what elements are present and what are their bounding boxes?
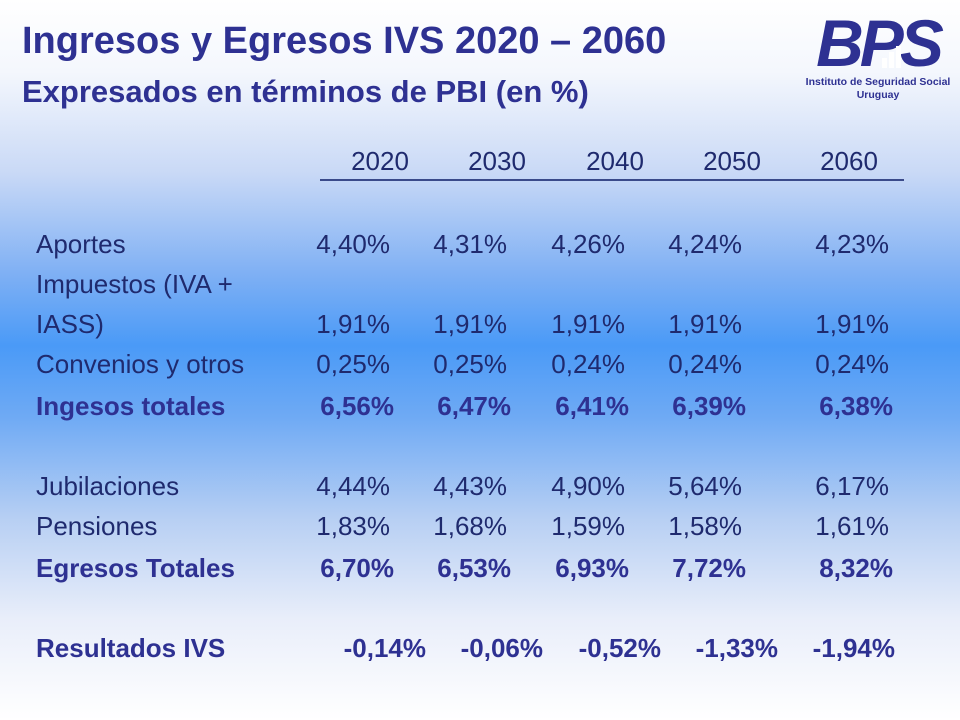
row-label-pensiones: Pensiones [36,511,158,541]
table-cell: 7,72% [672,553,746,583]
table-cell: 6,41% [555,391,629,421]
table-cell: 6,53% [437,553,511,583]
row-label-impuestos-line1: Impuestos (IVA + [36,269,233,299]
table-cell: 4,26% [551,229,625,259]
table-cell: 0,24% [815,349,889,379]
table-cell: -1,94% [812,633,895,663]
table-cell: 1,91% [815,309,889,339]
header-divider [320,179,904,181]
table-cell: -0,14% [343,633,426,663]
table-cell: 1,91% [433,309,507,339]
table-cell: 1,58% [668,511,742,541]
table-cell: 1,59% [551,511,625,541]
year-header-2050: 2050 [703,146,761,176]
bps-logo: BPS [816,8,948,80]
table-cell: 1,91% [668,309,742,339]
table-cell: 4,40% [316,229,390,259]
table-cell: 6,17% [815,471,889,501]
table-cell: 6,38% [819,391,893,421]
table-cell: 4,24% [668,229,742,259]
table-cell: 1,91% [551,309,625,339]
table-cell: 4,23% [815,229,889,259]
year-header-2060: 2060 [820,146,878,176]
table-cell: 4,31% [433,229,507,259]
table-cell: 1,91% [316,309,390,339]
table-cell: -0,52% [578,633,661,663]
table-cell: 0,24% [668,349,742,379]
table-cell: 4,44% [316,471,390,501]
logo-caption: Instituto de Seguridad Social Uruguay [798,76,958,102]
year-header-2020: 2020 [351,146,409,176]
row-label-egresos-totales: Egresos Totales [36,553,235,583]
row-label-convenios: Convenios y otros [36,349,245,379]
row-label-aportes: Aportes [36,229,126,259]
year-header-2040: 2040 [586,146,644,176]
table-cell: 6,70% [320,553,394,583]
table-cell: 6,56% [320,391,394,421]
table-cell: 0,25% [316,349,390,379]
slide-title: Ingresos y Egresos IVS 2020 – 2060 [22,20,667,62]
table-cell: -1,33% [695,633,778,663]
bps-logo-text: BPS [816,8,944,80]
table-cell: 8,32% [819,553,893,583]
logo-caption-line1: Instituto de Seguridad Social [805,76,951,88]
row-label-jubilaciones: Jubilaciones [36,471,180,501]
table-cell: 0,24% [551,349,625,379]
table-cell: -0,06% [460,633,543,663]
row-label-ingresos-totales: Ingesos totales [36,391,226,421]
table-cell: 4,90% [551,471,625,501]
table-cell: 1,83% [316,511,390,541]
row-label-impuestos-line2: IASS) [36,309,104,339]
table-cell: 1,68% [433,511,507,541]
table-cell: 0,25% [433,349,507,379]
table-cell: 6,39% [672,391,746,421]
table-cell: 1,61% [815,511,889,541]
table-cell: 6,93% [555,553,629,583]
row-label-resultados-ivs: Resultados IVS [36,633,226,663]
slide-subtitle: Expresados en términos de PBI (en %) [22,74,589,109]
logo-caption-line2: Uruguay [856,89,900,101]
table-cell: 5,64% [668,471,742,501]
table-cell: 6,47% [437,391,511,421]
table-cell: 4,43% [433,471,507,501]
year-header-2030: 2030 [468,146,526,176]
